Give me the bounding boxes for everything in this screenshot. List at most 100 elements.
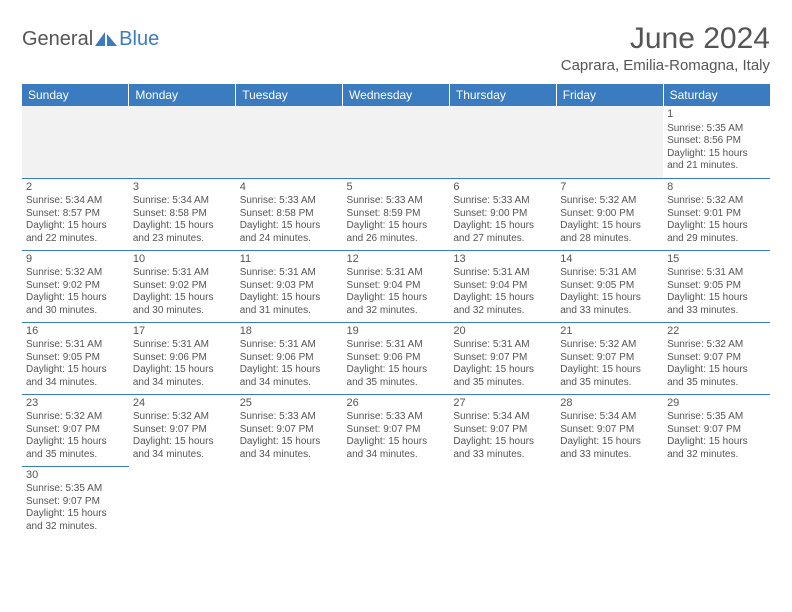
day-info: Sunrise: 5:31 AMSunset: 9:05 PMDaylight:… xyxy=(560,267,659,317)
calendar-day-cell: 23Sunrise: 5:32 AMSunset: 9:07 PMDayligh… xyxy=(22,394,129,466)
day-info: Sunrise: 5:33 AMSunset: 9:00 PMDaylight:… xyxy=(453,195,552,245)
calendar-day-cell: 28Sunrise: 5:34 AMSunset: 9:07 PMDayligh… xyxy=(556,394,663,466)
calendar-day-cell: 24Sunrise: 5:32 AMSunset: 9:07 PMDayligh… xyxy=(129,394,236,466)
day-number: 7 xyxy=(560,181,659,195)
day-info: Sunrise: 5:32 AMSunset: 9:00 PMDaylight:… xyxy=(560,195,659,245)
day-number: 6 xyxy=(453,181,552,195)
location: Caprara, Emilia-Romagna, Italy xyxy=(561,57,770,74)
logo-text-general: General xyxy=(22,28,93,51)
calendar-empty-cell xyxy=(449,106,556,178)
logo-text-blue: Blue xyxy=(119,28,159,51)
calendar-week-row: 9Sunrise: 5:32 AMSunset: 9:02 PMDaylight… xyxy=(22,250,770,322)
calendar-page: General Blue June 2024 Caprara, Emilia-R… xyxy=(0,0,792,548)
day-info: Sunrise: 5:35 AMSunset: 9:07 PMDaylight:… xyxy=(667,411,766,461)
weekday-header-row: SundayMondayTuesdayWednesdayThursdayFrid… xyxy=(22,84,770,106)
calendar-empty-cell xyxy=(129,106,236,178)
title-block: June 2024 Caprara, Emilia-Romagna, Italy xyxy=(561,22,770,74)
logo-sail-icon xyxy=(95,30,117,48)
weekday-header: Saturday xyxy=(663,84,770,106)
day-number: 27 xyxy=(453,397,552,411)
day-info: Sunrise: 5:31 AMSunset: 9:07 PMDaylight:… xyxy=(453,339,552,389)
day-info: Sunrise: 5:32 AMSunset: 9:07 PMDaylight:… xyxy=(26,411,125,461)
calendar-day-cell: 17Sunrise: 5:31 AMSunset: 9:06 PMDayligh… xyxy=(129,322,236,394)
weekday-header: Friday xyxy=(556,84,663,106)
day-info: Sunrise: 5:32 AMSunset: 9:02 PMDaylight:… xyxy=(26,267,125,317)
day-number: 14 xyxy=(560,253,659,267)
day-number: 10 xyxy=(133,253,232,267)
calendar-day-cell: 8Sunrise: 5:32 AMSunset: 9:01 PMDaylight… xyxy=(663,178,770,250)
calendar-day-cell: 19Sunrise: 5:31 AMSunset: 9:06 PMDayligh… xyxy=(343,322,450,394)
day-number: 13 xyxy=(453,253,552,267)
day-info: Sunrise: 5:31 AMSunset: 9:06 PMDaylight:… xyxy=(347,339,446,389)
day-number: 25 xyxy=(240,397,339,411)
calendar-empty-cell xyxy=(236,466,343,538)
calendar-week-row: 23Sunrise: 5:32 AMSunset: 9:07 PMDayligh… xyxy=(22,394,770,466)
day-number: 29 xyxy=(667,397,766,411)
calendar-week-row: 16Sunrise: 5:31 AMSunset: 9:05 PMDayligh… xyxy=(22,322,770,394)
calendar-empty-cell xyxy=(663,466,770,538)
calendar-empty-cell xyxy=(22,106,129,178)
calendar-day-cell: 3Sunrise: 5:34 AMSunset: 8:58 PMDaylight… xyxy=(129,178,236,250)
day-info: Sunrise: 5:31 AMSunset: 9:05 PMDaylight:… xyxy=(667,267,766,317)
day-info: Sunrise: 5:32 AMSunset: 9:07 PMDaylight:… xyxy=(133,411,232,461)
day-number: 1 xyxy=(667,108,766,122)
calendar-day-cell: 15Sunrise: 5:31 AMSunset: 9:05 PMDayligh… xyxy=(663,250,770,322)
day-info: Sunrise: 5:32 AMSunset: 9:01 PMDaylight:… xyxy=(667,195,766,245)
weekday-header: Thursday xyxy=(449,84,556,106)
calendar-day-cell: 29Sunrise: 5:35 AMSunset: 9:07 PMDayligh… xyxy=(663,394,770,466)
day-info: Sunrise: 5:31 AMSunset: 9:04 PMDaylight:… xyxy=(347,267,446,317)
day-number: 12 xyxy=(347,253,446,267)
day-info: Sunrise: 5:33 AMSunset: 8:59 PMDaylight:… xyxy=(347,195,446,245)
day-info: Sunrise: 5:32 AMSunset: 9:07 PMDaylight:… xyxy=(667,339,766,389)
weekday-header: Sunday xyxy=(22,84,129,106)
calendar-day-cell: 6Sunrise: 5:33 AMSunset: 9:00 PMDaylight… xyxy=(449,178,556,250)
calendar-day-cell: 13Sunrise: 5:31 AMSunset: 9:04 PMDayligh… xyxy=(449,250,556,322)
calendar-day-cell: 27Sunrise: 5:34 AMSunset: 9:07 PMDayligh… xyxy=(449,394,556,466)
day-number: 24 xyxy=(133,397,232,411)
day-info: Sunrise: 5:31 AMSunset: 9:06 PMDaylight:… xyxy=(133,339,232,389)
calendar-day-cell: 26Sunrise: 5:33 AMSunset: 9:07 PMDayligh… xyxy=(343,394,450,466)
day-number: 26 xyxy=(347,397,446,411)
calendar-day-cell: 1Sunrise: 5:35 AMSunset: 8:56 PMDaylight… xyxy=(663,106,770,178)
day-number: 23 xyxy=(26,397,125,411)
calendar-empty-cell xyxy=(129,466,236,538)
calendar-week-row: 30Sunrise: 5:35 AMSunset: 9:07 PMDayligh… xyxy=(22,466,770,538)
day-number: 15 xyxy=(667,253,766,267)
calendar-day-cell: 21Sunrise: 5:32 AMSunset: 9:07 PMDayligh… xyxy=(556,322,663,394)
calendar-day-cell: 18Sunrise: 5:31 AMSunset: 9:06 PMDayligh… xyxy=(236,322,343,394)
day-number: 28 xyxy=(560,397,659,411)
logo: General Blue xyxy=(22,22,159,51)
day-number: 4 xyxy=(240,181,339,195)
day-info: Sunrise: 5:33 AMSunset: 8:58 PMDaylight:… xyxy=(240,195,339,245)
day-number: 11 xyxy=(240,253,339,267)
day-info: Sunrise: 5:31 AMSunset: 9:05 PMDaylight:… xyxy=(26,339,125,389)
calendar-day-cell: 7Sunrise: 5:32 AMSunset: 9:00 PMDaylight… xyxy=(556,178,663,250)
day-info: Sunrise: 5:33 AMSunset: 9:07 PMDaylight:… xyxy=(347,411,446,461)
day-number: 19 xyxy=(347,325,446,339)
day-info: Sunrise: 5:34 AMSunset: 8:58 PMDaylight:… xyxy=(133,195,232,245)
calendar-empty-cell xyxy=(343,106,450,178)
day-info: Sunrise: 5:32 AMSunset: 9:07 PMDaylight:… xyxy=(560,339,659,389)
calendar-day-cell: 25Sunrise: 5:33 AMSunset: 9:07 PMDayligh… xyxy=(236,394,343,466)
day-info: Sunrise: 5:31 AMSunset: 9:02 PMDaylight:… xyxy=(133,267,232,317)
day-number: 21 xyxy=(560,325,659,339)
day-number: 30 xyxy=(26,469,125,483)
calendar-empty-cell xyxy=(236,106,343,178)
day-info: Sunrise: 5:31 AMSunset: 9:03 PMDaylight:… xyxy=(240,267,339,317)
day-number: 20 xyxy=(453,325,552,339)
calendar-empty-cell xyxy=(556,466,663,538)
day-number: 18 xyxy=(240,325,339,339)
weekday-header: Monday xyxy=(129,84,236,106)
calendar-table: SundayMondayTuesdayWednesdayThursdayFrid… xyxy=(22,84,770,538)
day-info: Sunrise: 5:34 AMSunset: 8:57 PMDaylight:… xyxy=(26,195,125,245)
calendar-day-cell: 20Sunrise: 5:31 AMSunset: 9:07 PMDayligh… xyxy=(449,322,556,394)
calendar-week-row: 1Sunrise: 5:35 AMSunset: 8:56 PMDaylight… xyxy=(22,106,770,178)
calendar-day-cell: 30Sunrise: 5:35 AMSunset: 9:07 PMDayligh… xyxy=(22,466,129,538)
day-number: 17 xyxy=(133,325,232,339)
calendar-day-cell: 4Sunrise: 5:33 AMSunset: 8:58 PMDaylight… xyxy=(236,178,343,250)
calendar-day-cell: 22Sunrise: 5:32 AMSunset: 9:07 PMDayligh… xyxy=(663,322,770,394)
day-info: Sunrise: 5:31 AMSunset: 9:06 PMDaylight:… xyxy=(240,339,339,389)
day-number: 9 xyxy=(26,253,125,267)
day-number: 8 xyxy=(667,181,766,195)
calendar-day-cell: 5Sunrise: 5:33 AMSunset: 8:59 PMDaylight… xyxy=(343,178,450,250)
